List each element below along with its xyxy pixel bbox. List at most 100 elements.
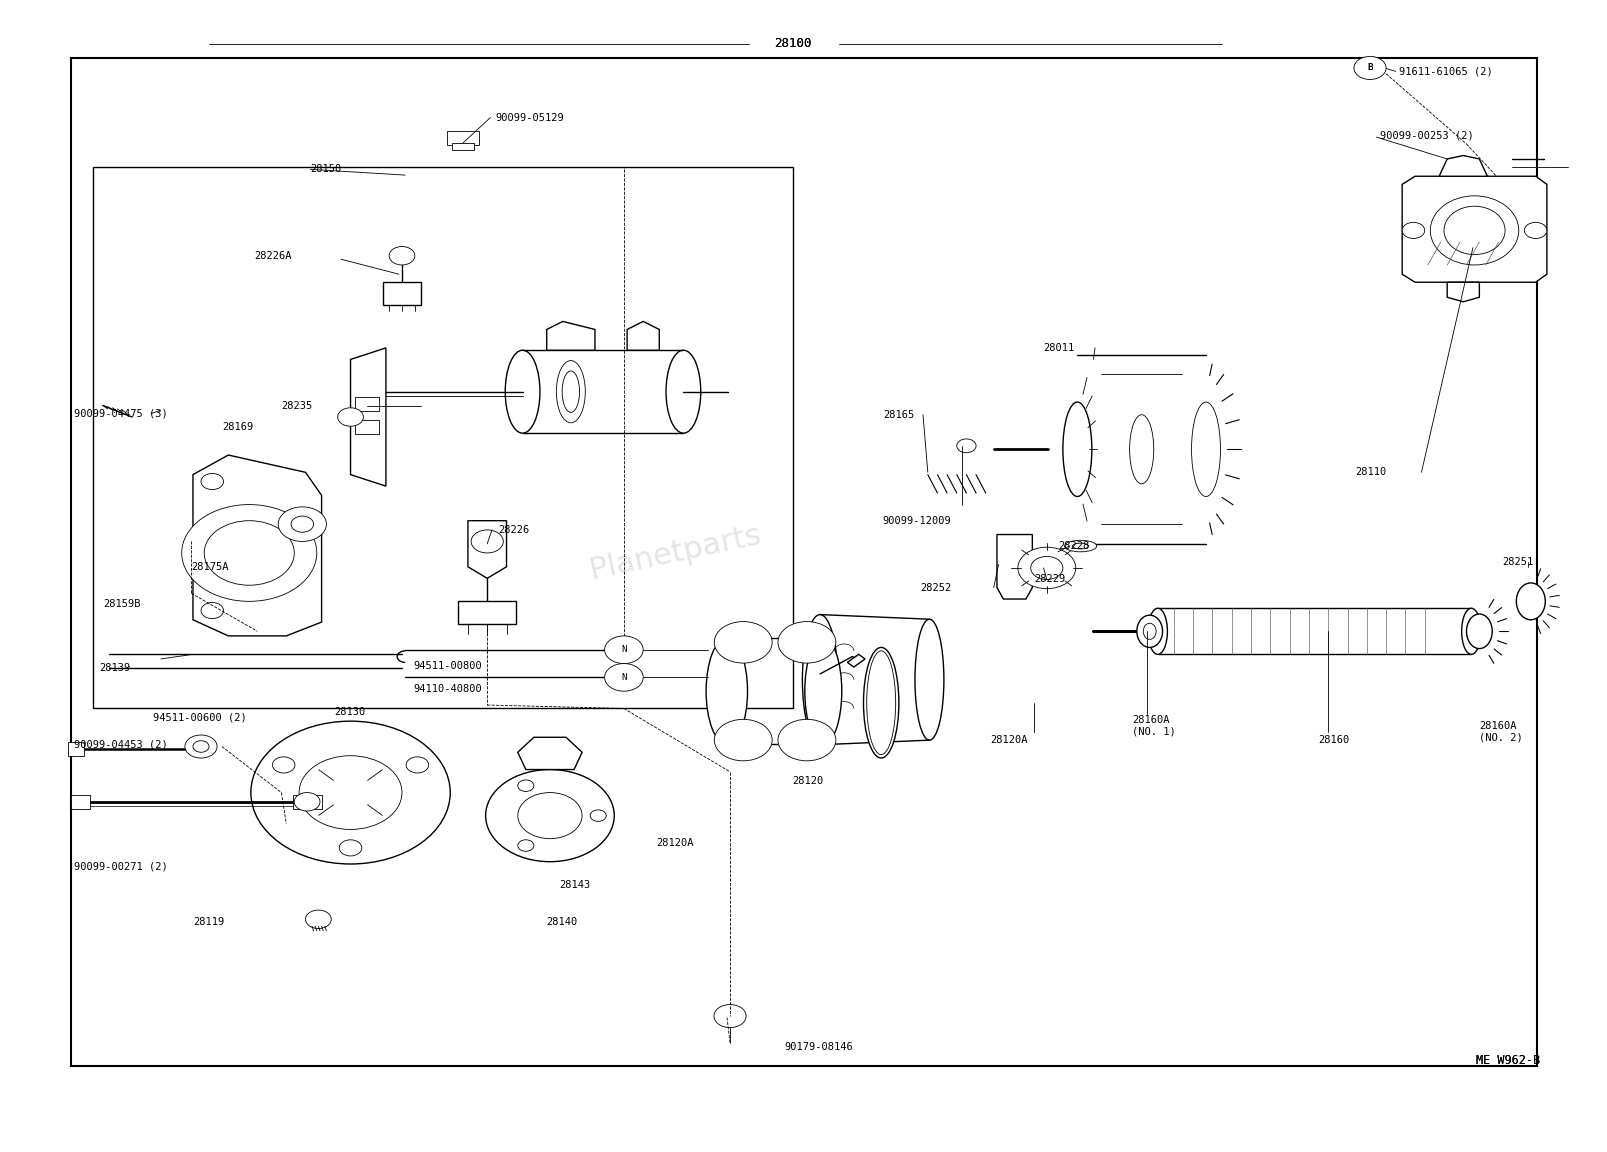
Text: 28143: 28143 <box>559 880 590 889</box>
Ellipse shape <box>914 620 943 741</box>
Bar <box>292 795 321 809</box>
Text: 28228: 28228 <box>1057 541 1088 551</box>
Text: 28226: 28226 <box>498 525 529 535</box>
Bar <box>447 131 479 145</box>
Text: ME W962-B: ME W962-B <box>1475 1054 1540 1068</box>
Circle shape <box>291 516 313 532</box>
Ellipse shape <box>705 638 747 744</box>
Circle shape <box>305 910 331 929</box>
Circle shape <box>339 840 362 856</box>
Text: 28139: 28139 <box>100 664 130 673</box>
Text: N: N <box>620 673 627 682</box>
Text: 28229: 28229 <box>1033 575 1064 584</box>
Text: 28251: 28251 <box>1501 558 1531 567</box>
Text: 90099-00253 (2): 90099-00253 (2) <box>1379 131 1472 141</box>
Polygon shape <box>1446 282 1478 302</box>
Circle shape <box>714 1005 746 1028</box>
Circle shape <box>407 757 429 773</box>
Ellipse shape <box>1461 608 1480 654</box>
Text: 90099-04475 (3): 90099-04475 (3) <box>74 409 167 418</box>
Circle shape <box>517 840 534 851</box>
Circle shape <box>182 505 317 601</box>
Text: 28226A: 28226A <box>254 251 291 260</box>
Circle shape <box>1401 222 1424 238</box>
Ellipse shape <box>1443 206 1504 255</box>
Bar <box>71 58 1536 1066</box>
Text: 28120: 28120 <box>792 776 823 786</box>
Ellipse shape <box>1128 415 1154 484</box>
Circle shape <box>1353 56 1385 79</box>
Polygon shape <box>996 535 1032 599</box>
Polygon shape <box>847 654 865 667</box>
Text: B: B <box>1366 63 1372 73</box>
Text: 90099-12009: 90099-12009 <box>882 516 951 525</box>
Text: 28165: 28165 <box>882 410 913 419</box>
Circle shape <box>294 793 320 811</box>
Text: 28100: 28100 <box>773 37 812 51</box>
Ellipse shape <box>665 350 701 433</box>
Ellipse shape <box>1064 540 1096 552</box>
Polygon shape <box>468 521 506 578</box>
Circle shape <box>517 793 582 839</box>
Text: 90099-04453 (2): 90099-04453 (2) <box>74 740 167 749</box>
Circle shape <box>778 622 836 664</box>
Text: 90099-05129: 90099-05129 <box>495 113 564 122</box>
Bar <box>355 420 379 434</box>
Text: Planetparts: Planetparts <box>587 521 763 585</box>
Circle shape <box>778 719 836 760</box>
Circle shape <box>471 530 503 553</box>
Text: 94110-40800: 94110-40800 <box>413 684 482 694</box>
Text: 28120A: 28120A <box>656 839 693 848</box>
Circle shape <box>1030 556 1062 579</box>
Circle shape <box>185 735 217 758</box>
Text: 28100: 28100 <box>773 37 812 51</box>
Circle shape <box>389 247 415 265</box>
Circle shape <box>204 521 294 585</box>
Polygon shape <box>382 282 421 305</box>
Ellipse shape <box>1143 623 1155 639</box>
Text: 94511-00600 (2): 94511-00600 (2) <box>153 713 246 722</box>
Bar <box>452 143 474 150</box>
Polygon shape <box>350 348 386 486</box>
Circle shape <box>956 439 975 453</box>
Ellipse shape <box>802 615 837 745</box>
Text: ME W962-B: ME W962-B <box>1475 1054 1540 1068</box>
Text: 28175A: 28175A <box>191 562 228 571</box>
Polygon shape <box>627 321 659 350</box>
Circle shape <box>714 622 771 664</box>
Text: 28160A
(NO. 1): 28160A (NO. 1) <box>1131 715 1175 736</box>
Text: N: N <box>620 645 627 654</box>
Bar <box>355 397 379 411</box>
Bar <box>93 167 792 708</box>
Circle shape <box>590 810 606 821</box>
Polygon shape <box>458 601 516 624</box>
Ellipse shape <box>1430 196 1517 265</box>
Text: 28160A
(NO. 2): 28160A (NO. 2) <box>1478 721 1522 742</box>
Circle shape <box>299 756 402 829</box>
Ellipse shape <box>863 647 898 758</box>
Circle shape <box>1017 547 1075 589</box>
Ellipse shape <box>1136 615 1162 647</box>
Ellipse shape <box>1072 544 1088 550</box>
Ellipse shape <box>1191 402 1220 497</box>
Ellipse shape <box>505 350 540 433</box>
Circle shape <box>1523 222 1546 238</box>
Ellipse shape <box>866 651 895 755</box>
Text: 28011: 28011 <box>1043 343 1073 353</box>
Circle shape <box>714 719 771 760</box>
Text: 28169: 28169 <box>222 423 252 432</box>
Text: B: B <box>1366 63 1372 73</box>
Circle shape <box>485 770 614 862</box>
Text: 94511-00800: 94511-00800 <box>413 661 482 670</box>
Text: 28159B: 28159B <box>103 599 140 608</box>
Circle shape <box>517 780 534 791</box>
Circle shape <box>201 602 223 619</box>
Polygon shape <box>193 455 321 636</box>
Circle shape <box>337 408 363 426</box>
Circle shape <box>251 721 450 864</box>
Text: 91611-61065 (2): 91611-61065 (2) <box>1398 67 1491 76</box>
Ellipse shape <box>1062 402 1091 497</box>
Circle shape <box>604 636 643 664</box>
Circle shape <box>278 507 326 541</box>
Text: 28160: 28160 <box>1318 735 1348 744</box>
